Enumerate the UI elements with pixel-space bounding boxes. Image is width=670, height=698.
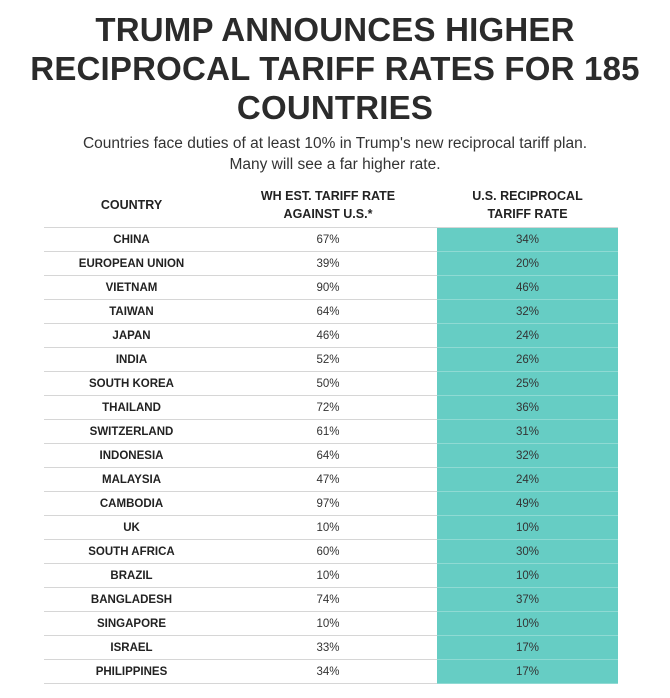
- cell-country: VIETNAM: [44, 275, 219, 300]
- subtitle-line-1: Countries face duties of at least 10% in…: [82, 135, 588, 152]
- cell-est: 47%: [219, 467, 437, 492]
- cell-recip: 46%: [437, 275, 618, 300]
- table-row: SINGAPORE 10% 10%: [44, 611, 618, 636]
- cell-est: 46%: [219, 323, 437, 348]
- cell-country: SOUTH AFRICA: [44, 539, 219, 564]
- table-row: PHILIPPINES 34% 17%: [44, 659, 618, 684]
- table-row: JAPAN 46% 24%: [44, 323, 618, 348]
- cell-country: CHINA: [44, 227, 219, 252]
- cell-est: 52%: [219, 347, 437, 372]
- table-row: MALAYSIA 47% 24%: [44, 467, 618, 492]
- cell-country: BRAZIL: [44, 563, 219, 588]
- table-row: BANGLADESH 74% 37%: [44, 587, 618, 612]
- cell-est: 60%: [219, 539, 437, 564]
- cell-recip: 10%: [437, 515, 618, 540]
- cell-country: INDIA: [44, 347, 219, 372]
- cell-recip: 31%: [437, 419, 618, 444]
- table-row: THAILAND 72% 36%: [44, 395, 618, 420]
- table-row: ISRAEL 33% 17%: [44, 635, 618, 660]
- table-header-row: COUNTRY WH EST. TARIFF RATE AGAINST U.S.…: [44, 183, 618, 228]
- cell-est: 50%: [219, 371, 437, 396]
- cell-est: 39%: [219, 251, 437, 276]
- cell-country: TAIWAN: [44, 299, 219, 324]
- cell-country: BANGLADESH: [44, 587, 219, 612]
- cell-country: ISRAEL: [44, 635, 219, 660]
- cell-recip: 32%: [437, 443, 618, 468]
- cell-country: SWITZERLAND: [44, 419, 219, 444]
- cell-recip: 37%: [437, 587, 618, 612]
- cell-est: 90%: [219, 275, 437, 300]
- cell-recip: 24%: [437, 323, 618, 348]
- cell-est: 61%: [219, 419, 437, 444]
- cell-recip: 24%: [437, 467, 618, 492]
- cell-country: EUROPEAN UNION: [44, 251, 219, 276]
- cell-country: THAILAND: [44, 395, 219, 420]
- cell-recip: 36%: [437, 395, 618, 420]
- cell-country: JAPAN: [44, 323, 219, 348]
- table-row: INDONESIA 64% 32%: [44, 443, 618, 468]
- page-title: TRUMP ANNOUNCES HIGHER RECIPROCAL TARIFF…: [30, 11, 640, 126]
- cell-est: 72%: [219, 395, 437, 420]
- table-row: CAMBODIA 97% 49%: [44, 491, 618, 516]
- cell-country: MALAYSIA: [44, 467, 219, 492]
- cell-country: PHILIPPINES: [44, 659, 219, 684]
- table-row: UK 10% 10%: [44, 515, 618, 540]
- cell-recip: 20%: [437, 251, 618, 276]
- table-row: SOUTH AFRICA 60% 30%: [44, 539, 618, 564]
- cell-est: 67%: [219, 227, 437, 252]
- table-row: TAIWAN 64% 32%: [44, 299, 618, 324]
- table-row: EUROPEAN UNION 39% 20%: [44, 251, 618, 276]
- cell-est: 64%: [219, 443, 437, 468]
- cell-recip: 34%: [437, 227, 618, 252]
- cell-country: CAMBODIA: [44, 491, 219, 516]
- cell-recip: 30%: [437, 539, 618, 564]
- cell-country: INDONESIA: [44, 443, 219, 468]
- cell-recip: 25%: [437, 371, 618, 396]
- cell-recip: 17%: [437, 659, 618, 684]
- table-row: VIETNAM 90% 46%: [44, 275, 618, 300]
- cell-est: 10%: [219, 515, 437, 540]
- cell-recip: 10%: [437, 611, 618, 636]
- cell-recip: 10%: [437, 563, 618, 588]
- table-row: INDIA 52% 26%: [44, 347, 618, 372]
- cell-country: SOUTH KOREA: [44, 371, 219, 396]
- header-country: COUNTRY: [44, 183, 219, 228]
- cell-est: 97%: [219, 491, 437, 516]
- header-us-reciprocal-rate: U.S. RECIPROCAL TARIFF RATE: [437, 183, 618, 228]
- infographic: TRUMP ANNOUNCES HIGHER RECIPROCAL TARIFF…: [0, 10, 670, 684]
- cell-recip: 26%: [437, 347, 618, 372]
- cell-est: 10%: [219, 563, 437, 588]
- subtitle-line-2: Many will see a far higher rate.: [229, 156, 441, 173]
- cell-recip: 49%: [437, 491, 618, 516]
- cell-recip: 32%: [437, 299, 618, 324]
- cell-est: 74%: [219, 587, 437, 612]
- table-row: SWITZERLAND 61% 31%: [44, 419, 618, 444]
- cell-est: 64%: [219, 299, 437, 324]
- cell-recip: 17%: [437, 635, 618, 660]
- cell-est: 34%: [219, 659, 437, 684]
- cell-country: SINGAPORE: [44, 611, 219, 636]
- header-wh-est-rate: WH EST. TARIFF RATE AGAINST U.S.*: [219, 183, 437, 228]
- tariff-table: COUNTRY WH EST. TARIFF RATE AGAINST U.S.…: [44, 183, 618, 684]
- subtitle: Countries face duties of at least 10% in…: [30, 133, 640, 175]
- table-row: CHINA 67% 34%: [44, 227, 618, 252]
- cell-est: 33%: [219, 635, 437, 660]
- cell-est: 10%: [219, 611, 437, 636]
- table-row: SOUTH KOREA 50% 25%: [44, 371, 618, 396]
- cell-country: UK: [44, 515, 219, 540]
- table-row: BRAZIL 10% 10%: [44, 563, 618, 588]
